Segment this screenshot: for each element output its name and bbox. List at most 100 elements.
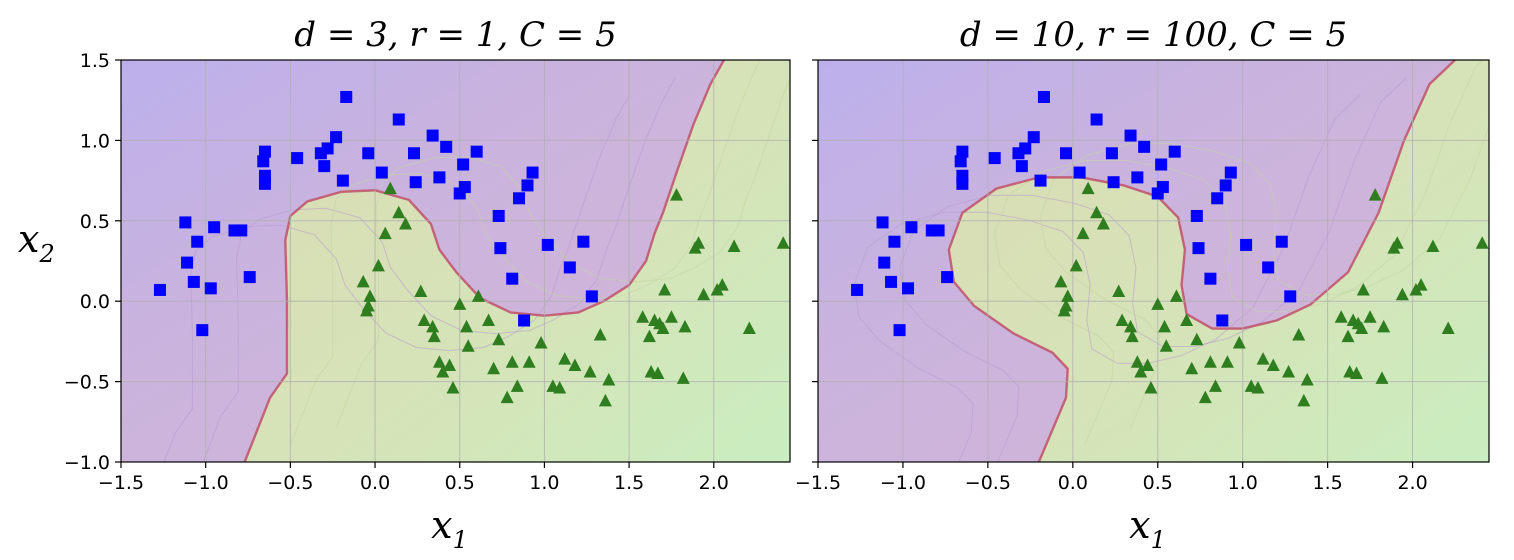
point-class0 <box>458 181 471 194</box>
point-class1 <box>1251 381 1265 394</box>
point-class0 <box>541 238 554 251</box>
point-class0 <box>362 147 375 160</box>
point-class0 <box>513 192 526 205</box>
point-class1 <box>651 366 665 380</box>
point-class0 <box>1073 166 1086 179</box>
point-class1 <box>1232 336 1246 349</box>
point-class1 <box>715 278 729 291</box>
point-class1 <box>568 358 582 372</box>
point-class1 <box>593 327 607 341</box>
point-class1 <box>664 310 678 323</box>
point-class1 <box>1377 319 1391 333</box>
point-class0 <box>492 209 505 222</box>
point-class1 <box>383 181 397 195</box>
decision-boundary <box>243 60 725 462</box>
point-class1 <box>1190 332 1204 346</box>
point-class1 <box>1061 289 1075 302</box>
point-class1 <box>1355 321 1369 335</box>
point-class0 <box>577 235 590 248</box>
axes-frame <box>817 59 1490 463</box>
point-class1 <box>487 361 501 375</box>
point-class0 <box>392 113 405 126</box>
point-class1 <box>461 339 475 352</box>
point-class0 <box>457 158 470 171</box>
point-class1 <box>1297 393 1311 407</box>
xtick-label: −1.0 <box>183 472 229 494</box>
point-class0 <box>187 275 200 288</box>
point-class1 <box>1124 319 1138 333</box>
point-class1 <box>742 321 756 335</box>
point-class1 <box>1144 381 1158 394</box>
point-class1 <box>583 364 597 378</box>
point-class1 <box>1169 289 1183 302</box>
xtick-label: −0.5 <box>965 472 1011 494</box>
point-class1 <box>1300 372 1314 386</box>
point-class0 <box>494 242 507 255</box>
point-class1 <box>427 329 441 343</box>
point-class1 <box>443 358 457 372</box>
point-class1 <box>460 319 474 333</box>
point-class0 <box>1216 314 1229 327</box>
contour-line <box>853 94 1361 462</box>
point-class0 <box>1204 272 1217 285</box>
point-class1 <box>1125 329 1139 343</box>
point-class0 <box>375 166 388 179</box>
point-class1 <box>1341 329 1355 343</box>
chart-title: d = 10, r = 100, C = 5 <box>960 15 1347 55</box>
point-class0 <box>1211 192 1224 205</box>
point-class0 <box>179 216 192 229</box>
point-class0 <box>291 152 304 165</box>
point-class1 <box>1069 258 1083 272</box>
point-class0 <box>888 235 901 248</box>
point-class1 <box>678 319 692 333</box>
point-class0 <box>153 283 166 296</box>
xtick-label: −1.5 <box>98 472 144 494</box>
point-class0 <box>956 177 969 190</box>
point-class0 <box>1105 147 1118 160</box>
point-class0 <box>905 221 918 234</box>
xtick-label: 0.5 <box>445 472 475 494</box>
point-class1 <box>356 274 370 288</box>
point-class1 <box>432 355 446 368</box>
point-class0 <box>1107 176 1120 189</box>
xtick-label: 1.0 <box>1228 472 1258 494</box>
point-class0 <box>563 261 576 274</box>
point-class1 <box>1266 358 1280 372</box>
point-class1 <box>553 381 567 394</box>
point-class1 <box>1054 274 1068 288</box>
ytick-label: 1.5 <box>80 50 110 72</box>
point-class1 <box>1130 355 1144 368</box>
point-class0 <box>1037 90 1050 103</box>
point-class1 <box>500 390 514 404</box>
point-class0 <box>235 224 248 237</box>
point-class0 <box>321 142 334 155</box>
point-class1 <box>1292 327 1306 341</box>
xtick-label: 1.5 <box>1313 472 1343 494</box>
x-axis-label: x1 <box>1129 503 1166 554</box>
point-class0 <box>956 145 969 158</box>
point-class0 <box>1131 171 1144 184</box>
point-class1 <box>399 217 413 230</box>
point-class1 <box>558 352 572 365</box>
point-class0 <box>1015 160 1028 173</box>
point-class1 <box>1375 371 1389 384</box>
point-class0 <box>257 155 270 168</box>
point-class0 <box>318 160 331 173</box>
point-class0 <box>340 90 353 103</box>
point-class1 <box>371 258 385 272</box>
point-class1 <box>1059 299 1073 312</box>
point-class0 <box>204 282 217 295</box>
chart-title: d = 3, r = 1, C = 5 <box>294 15 616 55</box>
region-class1 <box>948 60 1489 462</box>
ytick-label: 0.0 <box>80 291 110 313</box>
point-class0 <box>521 179 534 192</box>
point-class1 <box>392 205 406 219</box>
point-class0 <box>526 166 539 179</box>
ytick-label: −1.0 <box>64 452 110 474</box>
contour-line <box>1040 124 1489 429</box>
point-class1 <box>522 355 536 368</box>
point-class1 <box>1159 339 1173 352</box>
point-class1 <box>656 321 670 335</box>
point-class1 <box>1209 379 1223 392</box>
xtick-label: 0.5 <box>1143 472 1173 494</box>
